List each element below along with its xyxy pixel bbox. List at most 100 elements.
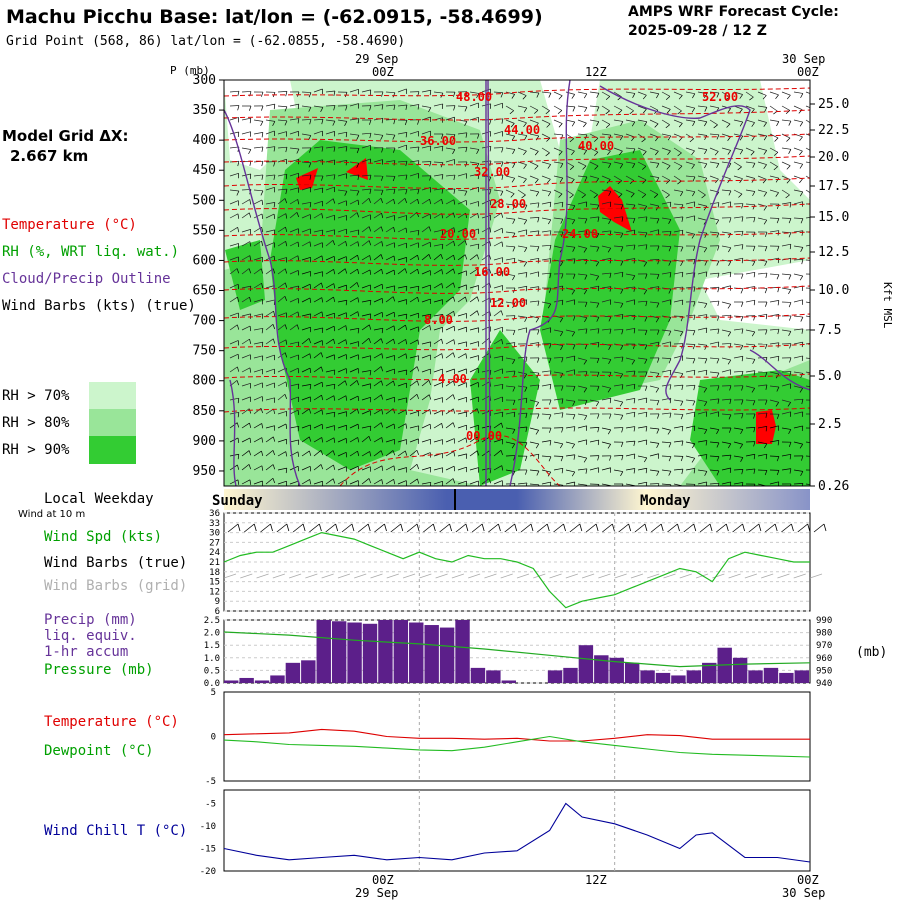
wind-barb-flag — [273, 338, 276, 344]
wind-barb-staff — [349, 254, 358, 261]
wind-barb-staff — [685, 259, 696, 261]
wind-barb-flag — [584, 274, 588, 280]
wind-barb-flag — [727, 108, 731, 113]
wind-barb-flag — [596, 106, 600, 112]
wind-barb-staff — [529, 483, 539, 486]
wind-chill-panel-frame — [223, 789, 811, 872]
wind-barb-flag — [345, 479, 348, 485]
wind-barb-flag — [799, 150, 803, 156]
wind-barb-flag — [501, 161, 504, 167]
wind-barb-flag — [717, 287, 720, 293]
wind-barb-staff — [733, 355, 743, 359]
precip-bar — [486, 670, 501, 683]
wind-barb-flag — [441, 146, 444, 152]
wind-barb-flag — [704, 93, 708, 99]
wind-barb-flag — [704, 121, 708, 127]
wind-barb-staff — [757, 189, 767, 193]
wind-barb-staff — [553, 259, 563, 263]
wind-barb-flag — [729, 399, 732, 405]
precip-bar — [594, 655, 609, 683]
rh-key-70-label: RH > 70% — [2, 388, 70, 404]
wind-barb-flag — [476, 450, 480, 456]
wind-barb-staff — [577, 439, 587, 443]
wind-barb-flag — [728, 247, 732, 253]
wind-barb-staff — [313, 282, 322, 289]
wind-barb-staff — [769, 371, 779, 375]
wind-barb-flag — [381, 175, 384, 181]
wind-barb-staff — [625, 411, 635, 415]
wind-barb-staff — [397, 144, 407, 149]
wind-barb-flag — [477, 368, 480, 374]
wind-barb-staff — [241, 147, 251, 150]
wind-barb-flag — [441, 423, 444, 429]
wind-barb-true-flag — [791, 523, 794, 532]
wind-barb-flag — [237, 213, 240, 219]
wind-barb-staff — [385, 368, 395, 373]
wind-barb-staff — [361, 158, 371, 163]
cloud-outline — [224, 80, 810, 486]
wind-barb-flag — [537, 413, 540, 419]
wind-barb-flag — [357, 408, 360, 414]
wind-barb-flag — [678, 137, 683, 142]
wind-barb-staff — [301, 384, 311, 387]
wind-barb-staff — [541, 244, 551, 247]
wind-barb-staff — [601, 397, 611, 401]
wind-barb-flag — [380, 380, 384, 386]
wind-barb-flag — [621, 427, 624, 433]
wind-barb-staff — [529, 271, 539, 275]
wind-barb-flag — [572, 106, 576, 112]
wind-barb-staff — [469, 91, 479, 94]
wind-barb-staff — [313, 394, 322, 401]
wind-barb-staff — [529, 371, 539, 374]
bottom-date-right: 30 Sep — [782, 886, 825, 900]
wind-barb-staff — [421, 354, 431, 359]
pressure-tick-label: 350 — [193, 103, 216, 118]
wind-barb-flag — [605, 124, 611, 128]
wind-barb-flag — [537, 202, 540, 208]
height-tick-label: 15.0 — [818, 210, 849, 225]
wind-barb-flag — [741, 328, 744, 334]
wind-barb-staff — [601, 161, 611, 164]
wind-barb-staff — [685, 201, 695, 205]
wind-barb-staff — [265, 202, 275, 205]
wind-barb-staff — [565, 426, 575, 429]
wind-barb-staff — [457, 284, 467, 289]
wind-barb-flag — [272, 464, 276, 470]
wind-barb-staff — [709, 202, 719, 205]
wind-barb-flag — [273, 104, 276, 110]
wind-barb-staff — [361, 370, 371, 373]
wind-barb-staff — [541, 161, 551, 165]
wind-barb-flag — [764, 261, 768, 266]
wind-barb-grid — [744, 573, 758, 579]
wind-barb-true — [292, 523, 304, 533]
wind-barb-staff — [493, 480, 503, 485]
wind-barb-flag — [608, 163, 612, 169]
wind-barb-flag — [381, 269, 384, 275]
wind-barb-flag — [369, 119, 372, 125]
wind-speed-tick-label: 6 — [215, 607, 220, 617]
wind-barb-flag — [680, 204, 684, 210]
wind-barb-staff — [385, 450, 394, 457]
wind-barb-staff — [289, 383, 299, 387]
wind-barb-flag — [476, 93, 480, 99]
wind-barb-staff — [625, 426, 635, 429]
wind-barb-flag — [596, 302, 600, 308]
wind-barb-staff — [433, 368, 443, 373]
wind-barb-flag — [763, 219, 768, 225]
wind-barb-staff — [493, 422, 502, 429]
wind-barb-staff — [421, 213, 431, 219]
bottom-tick-00z-1: 00Z — [372, 873, 394, 887]
wind-barb-flag — [777, 356, 780, 362]
wind-chill-tick-label: -20 — [200, 867, 216, 877]
wind-barb-flag — [249, 339, 252, 345]
wind-barb-staff — [337, 312, 347, 317]
wind-barb-staff — [781, 189, 790, 196]
wind-barb-staff — [589, 105, 599, 108]
wind-barb-staff — [553, 299, 563, 303]
wind-barb-staff — [745, 161, 755, 164]
wind-barb-staff — [721, 147, 731, 151]
wind-barb-flag — [653, 194, 659, 198]
wind-barb-staff — [673, 384, 683, 387]
wind-barb-flag — [297, 255, 300, 261]
pressure-tick-label: 990 — [816, 616, 832, 626]
